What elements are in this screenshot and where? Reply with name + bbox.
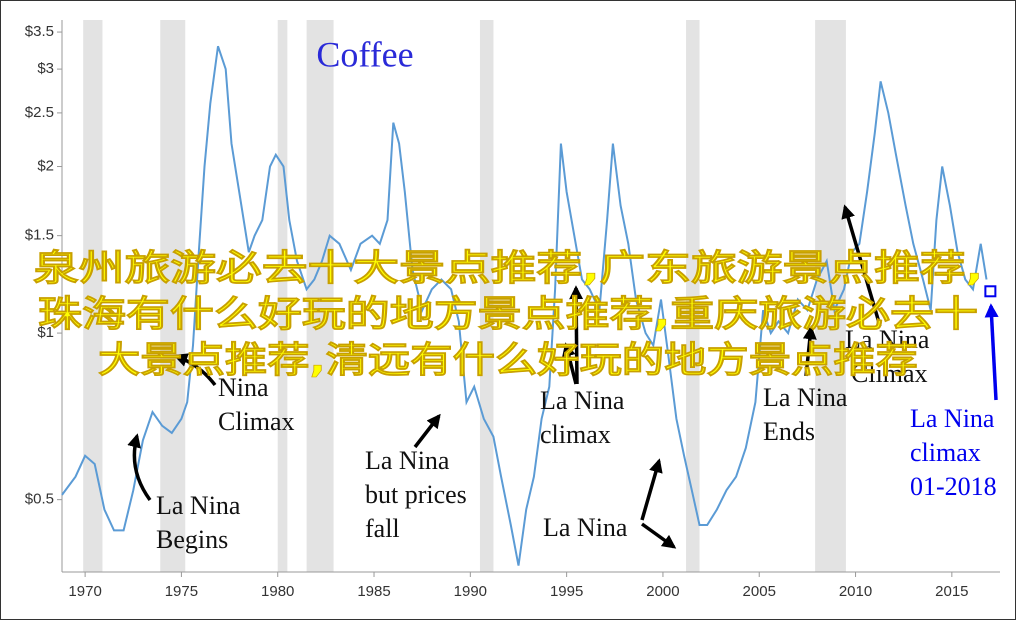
arrow bbox=[841, 204, 882, 327]
x-tick-label: 1975 bbox=[165, 583, 198, 600]
overlay-text: 泉州旅游必去十大景点推荐,广东旅游景点推荐, bbox=[33, 248, 983, 289]
annotation: La Nina bbox=[763, 383, 848, 412]
y-tick-label: $2.5 bbox=[25, 104, 54, 121]
x-tick-label: 2000 bbox=[646, 583, 679, 600]
recession-band bbox=[160, 20, 186, 572]
annotation: Ends bbox=[763, 417, 815, 446]
x-tick-label: 1990 bbox=[454, 583, 487, 600]
recession-band bbox=[479, 20, 494, 572]
overlay: 泉州旅游必去十大景点推荐,广东旅游景点推荐, 珠海有什么好玩的地方景点推荐,重庆旅… bbox=[33, 248, 984, 382]
arrow bbox=[562, 342, 578, 385]
x-tick-label: 1985 bbox=[357, 583, 390, 600]
x-tick-label: 2015 bbox=[935, 583, 968, 600]
y-tick-label: $1 bbox=[37, 324, 54, 341]
arrow bbox=[640, 458, 663, 521]
arrows bbox=[127, 204, 999, 549]
x-tick-label: 2005 bbox=[743, 583, 776, 600]
arrow bbox=[127, 433, 152, 502]
annotation: Begins bbox=[156, 525, 228, 554]
annotation: La Nina bbox=[156, 491, 241, 520]
price-line bbox=[61, 45, 988, 566]
arrow bbox=[640, 522, 677, 549]
recession-band bbox=[277, 20, 288, 572]
arrow bbox=[413, 413, 441, 449]
arrow bbox=[802, 325, 817, 377]
annotation: 01-2018 bbox=[910, 472, 997, 501]
plot-area: $0.5 $1 $1.5 $2 $2.5 $3 $3.5 1970 1975 1980 1985 19… bbox=[25, 20, 1000, 600]
x-tick-label: 1995 bbox=[550, 583, 583, 600]
recession-band bbox=[686, 20, 700, 572]
annotation: climax bbox=[540, 420, 611, 449]
y-tick-label: $2 bbox=[37, 157, 54, 174]
y-tick-label: $1.5 bbox=[25, 227, 54, 244]
x-tick-label: 1980 bbox=[261, 583, 294, 600]
y-tick-label: $3.5 bbox=[25, 23, 54, 40]
recession-band bbox=[306, 20, 334, 572]
recession-band bbox=[83, 20, 103, 572]
annotation: Nina bbox=[218, 373, 269, 402]
y-tick-label: $0.5 bbox=[25, 491, 54, 508]
x-tick-label: 1970 bbox=[68, 583, 101, 600]
annotation: La Nina bbox=[910, 404, 995, 433]
arrow bbox=[569, 285, 584, 385]
overlay-text: 大景点推荐,清远有什么好玩的地方景点推荐 bbox=[98, 340, 918, 381]
chart-title: Coffee bbox=[316, 34, 413, 74]
y-tick-label: $3 bbox=[37, 60, 54, 77]
overlay-text: 珠海有什么好玩的地方景点推荐,重庆旅游必去十 bbox=[38, 294, 978, 335]
arrow bbox=[984, 303, 999, 401]
annotation: Climax bbox=[851, 359, 928, 388]
annotation: La Nina bbox=[365, 446, 450, 475]
annotation: La Nina bbox=[543, 513, 628, 542]
x-tick-label: 2010 bbox=[839, 583, 872, 600]
annotation: La Nina bbox=[540, 386, 625, 415]
annotation: Climax bbox=[218, 407, 295, 436]
annotation: fall bbox=[365, 514, 400, 543]
annotation: La Nina bbox=[845, 325, 930, 354]
annotation: climax bbox=[910, 438, 981, 467]
arrow bbox=[173, 353, 217, 387]
annotation: but prices bbox=[365, 480, 467, 509]
highlight-marker bbox=[984, 285, 997, 298]
